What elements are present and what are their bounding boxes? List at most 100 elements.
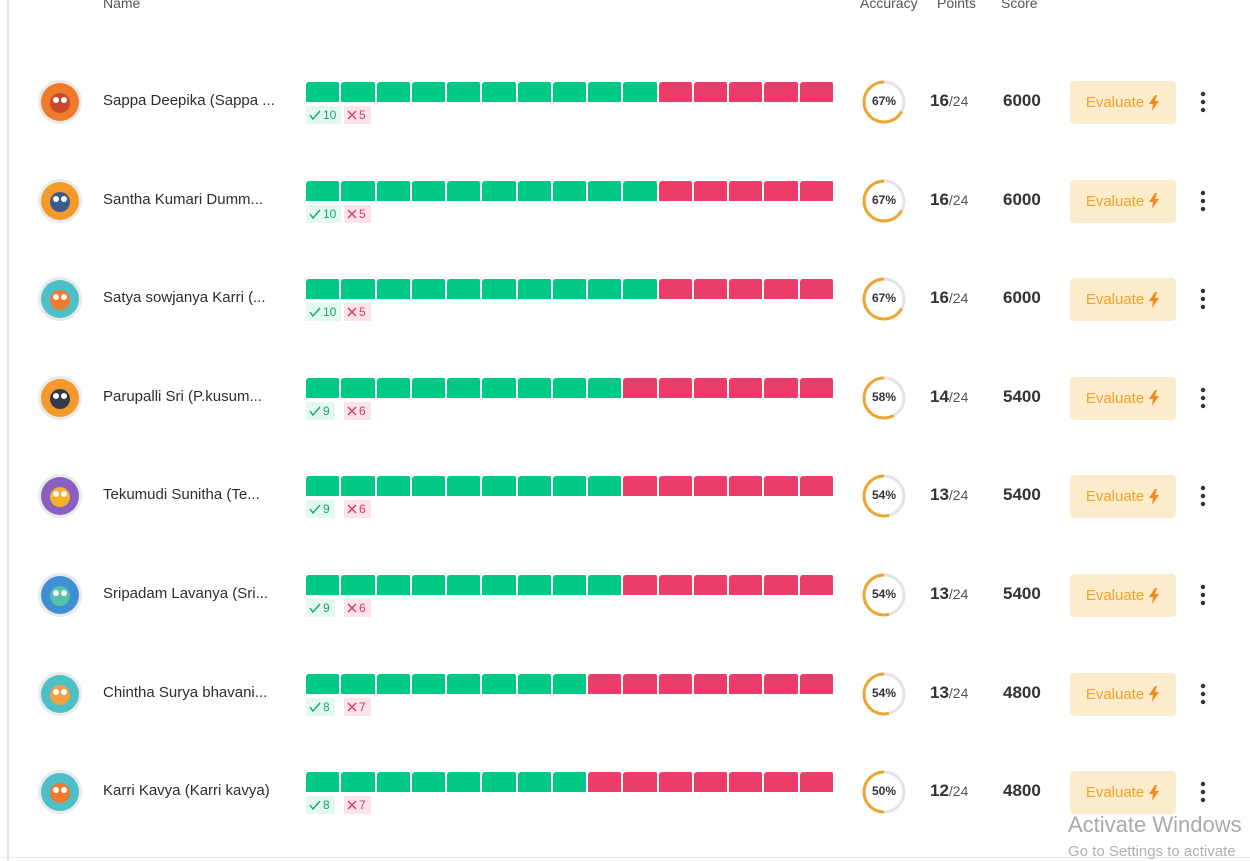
cross-icon: [347, 307, 357, 317]
player-name: Sappa Deepika (Sappa ...: [103, 92, 275, 109]
correct-chip: 8: [306, 796, 335, 814]
bolt-shape: [1149, 292, 1159, 308]
incorrect-count: 6: [359, 500, 366, 518]
menu-dot: [1201, 683, 1205, 687]
check-icon: [309, 702, 321, 712]
correct-segment: [341, 181, 376, 201]
cross-stroke: [348, 703, 356, 711]
menu-dot: [1201, 798, 1205, 802]
check-stroke: [310, 407, 320, 415]
avatar-eye: [53, 491, 59, 497]
avatar-eye: [53, 590, 59, 596]
incorrect-segment: [764, 181, 799, 201]
incorrect-segment: [729, 279, 764, 299]
avatar-face: [50, 685, 70, 705]
bolt-shape: [1149, 588, 1159, 604]
correct-chip: 8: [306, 698, 335, 716]
progress-bar: [306, 674, 835, 694]
points: 13/24: [930, 584, 968, 604]
correct-segment: [377, 82, 412, 102]
correct-segment: [412, 181, 447, 201]
accuracy-label: 54%: [862, 488, 906, 502]
check-stroke: [310, 604, 320, 612]
evaluate-button[interactable]: Evaluate: [1070, 574, 1176, 617]
progress-bar: [306, 772, 835, 792]
watermark-subtitle: Go to Settings to activate: [1068, 843, 1236, 860]
incorrect-segment: [694, 279, 729, 299]
more-menu[interactable]: [1198, 583, 1208, 607]
evaluate-button[interactable]: Evaluate: [1070, 278, 1176, 321]
incorrect-count: 5: [359, 303, 366, 321]
cross-icon: [347, 800, 357, 810]
check-stroke: [310, 210, 320, 218]
check-icon: [309, 800, 321, 810]
incorrect-count: 7: [359, 796, 366, 814]
menu-dot: [1201, 782, 1205, 786]
more-menu[interactable]: [1198, 682, 1208, 706]
incorrect-segment: [588, 772, 623, 792]
incorrect-segment: [800, 575, 835, 595]
progress-bar: [306, 575, 835, 595]
evaluate-button[interactable]: Evaluate: [1070, 180, 1176, 223]
more-menu[interactable]: [1198, 189, 1208, 213]
points-total: /24: [949, 783, 968, 799]
menu-dot: [1201, 691, 1205, 695]
points: 16/24: [930, 91, 968, 111]
evaluate-label: Evaluate: [1086, 488, 1144, 505]
incorrect-count: 7: [359, 698, 366, 716]
avatar: [37, 473, 83, 519]
score: 5400: [1003, 387, 1041, 407]
points: 13/24: [930, 485, 968, 505]
more-menu[interactable]: [1198, 484, 1208, 508]
watermark-title: Activate Windows: [1068, 812, 1242, 838]
more-menu[interactable]: [1198, 287, 1208, 311]
cross-icon: [347, 504, 357, 514]
incorrect-segment: [694, 476, 729, 496]
evaluate-button[interactable]: Evaluate: [1070, 771, 1176, 814]
progress-bar: [306, 279, 835, 299]
correct-segment: [623, 181, 658, 201]
correct-segment: [553, 476, 588, 496]
incorrect-segment: [659, 772, 694, 792]
incorrect-chip: 7: [344, 796, 371, 814]
evaluate-button[interactable]: Evaluate: [1070, 475, 1176, 518]
points-total: /24: [949, 290, 968, 306]
correct-segment: [412, 674, 447, 694]
more-menu[interactable]: [1198, 386, 1208, 410]
progress-bar: [306, 181, 835, 201]
incorrect-segment: [729, 575, 764, 595]
correct-segment: [306, 378, 341, 398]
menu-dot: [1201, 486, 1205, 490]
evaluate-button[interactable]: Evaluate: [1070, 377, 1176, 420]
bolt-shape: [1149, 785, 1159, 801]
correct-segment: [588, 279, 623, 299]
avatar-eye: [53, 294, 59, 300]
correct-count: 10: [323, 106, 336, 124]
correct-count: 8: [323, 698, 330, 716]
bolt-icon: [1148, 785, 1160, 801]
correct-segment: [518, 181, 553, 201]
points-value: 13: [930, 584, 949, 603]
screen: Name Accuracy Points Score Sappa Deepika…: [0, 0, 1250, 861]
evaluate-button[interactable]: Evaluate: [1070, 673, 1176, 716]
correct-count: 9: [323, 402, 330, 420]
incorrect-segment: [764, 772, 799, 792]
menu-dot: [1201, 593, 1205, 597]
avatar: [37, 375, 83, 421]
accuracy-label: 67%: [862, 291, 906, 305]
more-menu[interactable]: [1198, 780, 1208, 804]
incorrect-segment: [729, 181, 764, 201]
points-value: 16: [930, 288, 949, 307]
check-icon: [309, 603, 321, 613]
accuracy-label: 54%: [862, 686, 906, 700]
correct-segment: [306, 674, 341, 694]
points-total: /24: [949, 685, 968, 701]
avatar-eye: [53, 393, 59, 399]
cross-icon: [347, 406, 357, 416]
avatar: [37, 769, 83, 815]
score: 6000: [1003, 91, 1041, 111]
correct-segment: [447, 378, 482, 398]
evaluate-button[interactable]: Evaluate: [1070, 81, 1176, 124]
more-menu[interactable]: [1198, 90, 1208, 114]
menu-dot: [1201, 198, 1205, 202]
